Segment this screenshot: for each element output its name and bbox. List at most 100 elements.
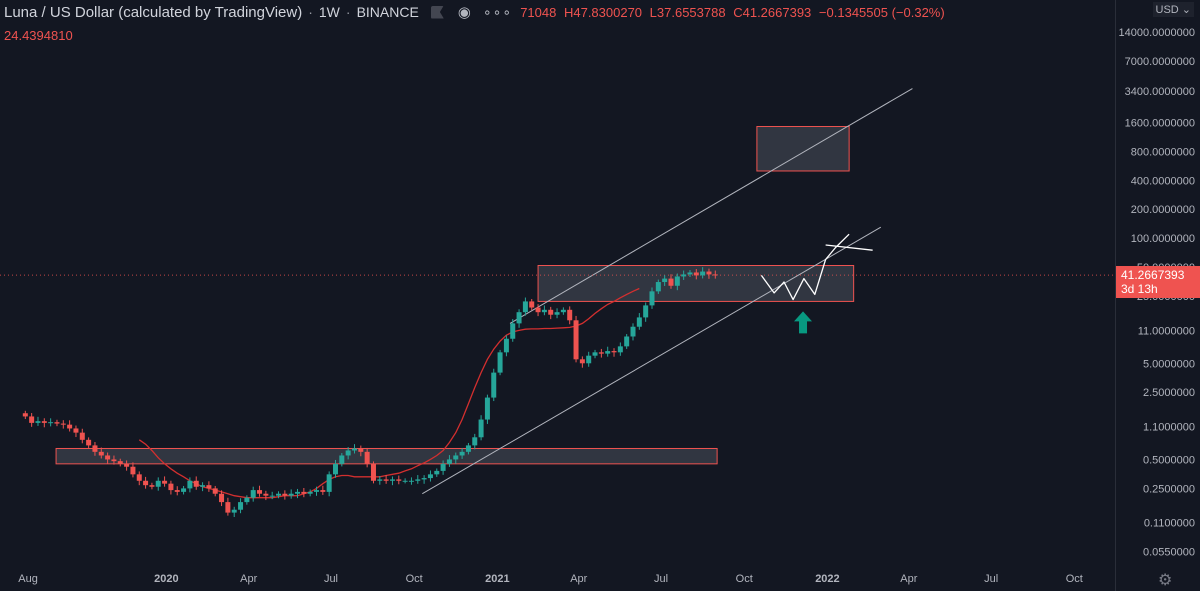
- x-tick-label: Oct: [406, 573, 423, 585]
- x-tick-label: 2021: [485, 573, 509, 585]
- more-icon[interactable]: ∘∘∘: [482, 3, 513, 20]
- y-tick-label: 1.1000000: [1143, 422, 1195, 434]
- candle-body: [149, 485, 155, 487]
- x-tick-label: 2020: [154, 573, 178, 585]
- candle-body: [79, 432, 85, 440]
- candle-body: [421, 478, 427, 480]
- candle-body: [693, 272, 699, 276]
- separator: ·: [308, 4, 313, 20]
- candle-body: [244, 497, 250, 503]
- candle-body: [98, 451, 104, 456]
- x-tick-label: Jul: [654, 573, 668, 585]
- candle-body: [269, 495, 275, 497]
- candle-body: [326, 474, 332, 492]
- candle-body: [573, 320, 579, 360]
- x-tick-label: Jul: [984, 573, 998, 585]
- flag-icon[interactable]: [430, 5, 444, 19]
- candle-body: [225, 502, 231, 513]
- x-tick-label: Jul: [324, 573, 338, 585]
- projection-path: [760, 233, 850, 301]
- candle-body: [193, 480, 199, 487]
- candle-body: [624, 336, 630, 347]
- projection-drawing: [760, 233, 873, 301]
- candle-body: [155, 480, 161, 487]
- candle-body: [478, 419, 484, 438]
- interval-label[interactable]: 1W: [318, 4, 340, 20]
- candle-body: [143, 480, 149, 486]
- candle-body: [263, 493, 269, 496]
- candle-body: [60, 423, 66, 425]
- candle-body: [124, 463, 130, 467]
- last-price-label: 41.2667393 3d 13h: [1116, 266, 1200, 298]
- candle-body: [67, 424, 73, 429]
- candle-body: [377, 479, 383, 481]
- candle-body: [560, 309, 566, 313]
- candle-body: [174, 490, 180, 492]
- y-tick-label: 0.0550000: [1143, 547, 1195, 559]
- y-tick-label: 800.0000000: [1131, 146, 1195, 158]
- candle-body: [92, 445, 98, 452]
- candle-body: [472, 437, 478, 446]
- candle-body: [700, 271, 706, 276]
- candle-body: [484, 397, 490, 420]
- candle-body: [276, 493, 282, 496]
- candle-body: [181, 488, 187, 492]
- y-tick-label: 0.2500000: [1143, 483, 1195, 495]
- candle-body: [73, 428, 79, 433]
- candle-body: [655, 282, 661, 292]
- candle-body: [605, 351, 611, 354]
- candle-body: [219, 493, 225, 503]
- candle-body: [130, 466, 136, 475]
- candle-body: [586, 355, 592, 364]
- time-axis: Aug 2020 Apr Jul Oct 2021 Apr Jul Oct 2022 Apr Jul O…: [18, 573, 1083, 585]
- symbol-title[interactable]: Luna / US Dollar (calculated by TradingV…: [4, 3, 303, 21]
- candle-body: [162, 480, 168, 484]
- candles: [22, 267, 718, 518]
- candle-body: [592, 352, 598, 356]
- x-tick-label: Apr: [900, 573, 917, 585]
- settings-gear-icon[interactable]: ⚙: [1158, 572, 1173, 589]
- candle-body: [510, 323, 516, 339]
- close-value: C41.2667393: [733, 4, 812, 20]
- y-tick-label: 3400.0000000: [1125, 86, 1195, 98]
- y-tick-label: 0.1100000: [1144, 518, 1195, 530]
- candle-body: [681, 274, 687, 277]
- price-scale[interactable]: USD ⌄: [1115, 0, 1200, 591]
- candle-body: [200, 485, 206, 487]
- candle-body: [434, 470, 440, 475]
- candle-body: [541, 309, 547, 313]
- x-tick-label: Oct: [736, 573, 753, 585]
- candle-body: [231, 509, 237, 513]
- low-value: L37.6553788: [649, 4, 726, 20]
- channel-line: [509, 88, 913, 324]
- currency-selector[interactable]: USD ⌄: [1152, 2, 1194, 17]
- candle-body: [295, 491, 301, 494]
- candle-body: [636, 317, 642, 327]
- candle-body: [402, 480, 408, 482]
- candle-body: [396, 479, 402, 481]
- eye-icon[interactable]: ◉: [457, 4, 471, 21]
- candle-body: [383, 479, 389, 481]
- up-arrow-icon: [794, 311, 813, 334]
- candle-body: [687, 272, 693, 275]
- candle-body: [35, 421, 41, 423]
- projection-tick: [825, 244, 873, 251]
- y-tick-label: 400.0000000: [1131, 175, 1195, 187]
- candle-body: [320, 490, 326, 492]
- x-tick-label: 2022: [815, 573, 839, 585]
- candle-body: [491, 372, 497, 398]
- candle-body: [465, 445, 471, 452]
- candle-body: [314, 490, 320, 492]
- y-tick-label: 2.5000000: [1143, 387, 1195, 399]
- candle-body: [389, 479, 395, 481]
- candle-body: [250, 490, 256, 498]
- drawn-lines: [0, 88, 1115, 495]
- candle-body: [567, 309, 573, 321]
- candle-body: [48, 422, 54, 424]
- candle-body: [427, 474, 433, 479]
- candle-body: [358, 448, 364, 452]
- candle-body: [408, 480, 414, 482]
- candle-body: [117, 461, 123, 464]
- candle-body: [332, 463, 338, 475]
